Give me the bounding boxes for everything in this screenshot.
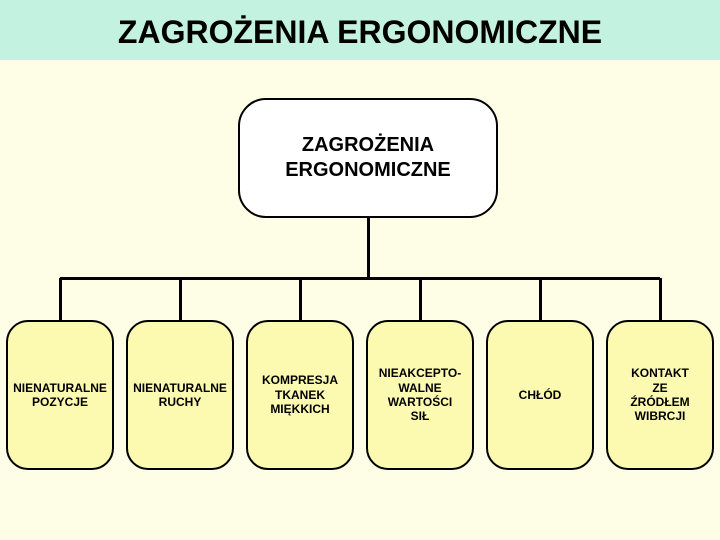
connector-line [659, 278, 662, 320]
child-node: KONTAKTZEŹRÓDŁEMWIBRCJI [606, 320, 714, 470]
connector-line [419, 278, 422, 320]
child-node: NIENATURALNEPOZYCJE [6, 320, 114, 470]
root-node-label: ZAGROŻENIAERGONOMICZNE [285, 133, 451, 183]
root-node: ZAGROŻENIAERGONOMICZNE [238, 98, 498, 218]
child-node-label: NIEAKCEPTO-WALNEWARTOŚCISIŁ [379, 366, 461, 424]
child-node: KOMPRESJATKANEKMIĘKKICH [246, 320, 354, 470]
connector-line [367, 218, 370, 278]
child-node-label: KONTAKTZEŹRÓDŁEMWIBRCJI [630, 366, 689, 424]
child-node-label: KOMPRESJATKANEKMIĘKKICH [262, 373, 338, 416]
child-node-label: NIENATURALNEPOZYCJE [13, 381, 107, 410]
connector-line [299, 278, 302, 320]
connector-line [59, 278, 62, 320]
connector-line [60, 277, 660, 280]
connector-line [179, 278, 182, 320]
page-title: ZAGROŻENIA ERGONOMICZNE [0, 0, 720, 60]
child-node: CHŁÓD [486, 320, 594, 470]
child-node-label: CHŁÓD [519, 388, 562, 402]
child-node-label: NIENATURALNERUCHY [133, 381, 227, 410]
connector-line [539, 278, 542, 320]
child-node: NIENATURALNERUCHY [126, 320, 234, 470]
child-node: NIEAKCEPTO-WALNEWARTOŚCISIŁ [366, 320, 474, 470]
